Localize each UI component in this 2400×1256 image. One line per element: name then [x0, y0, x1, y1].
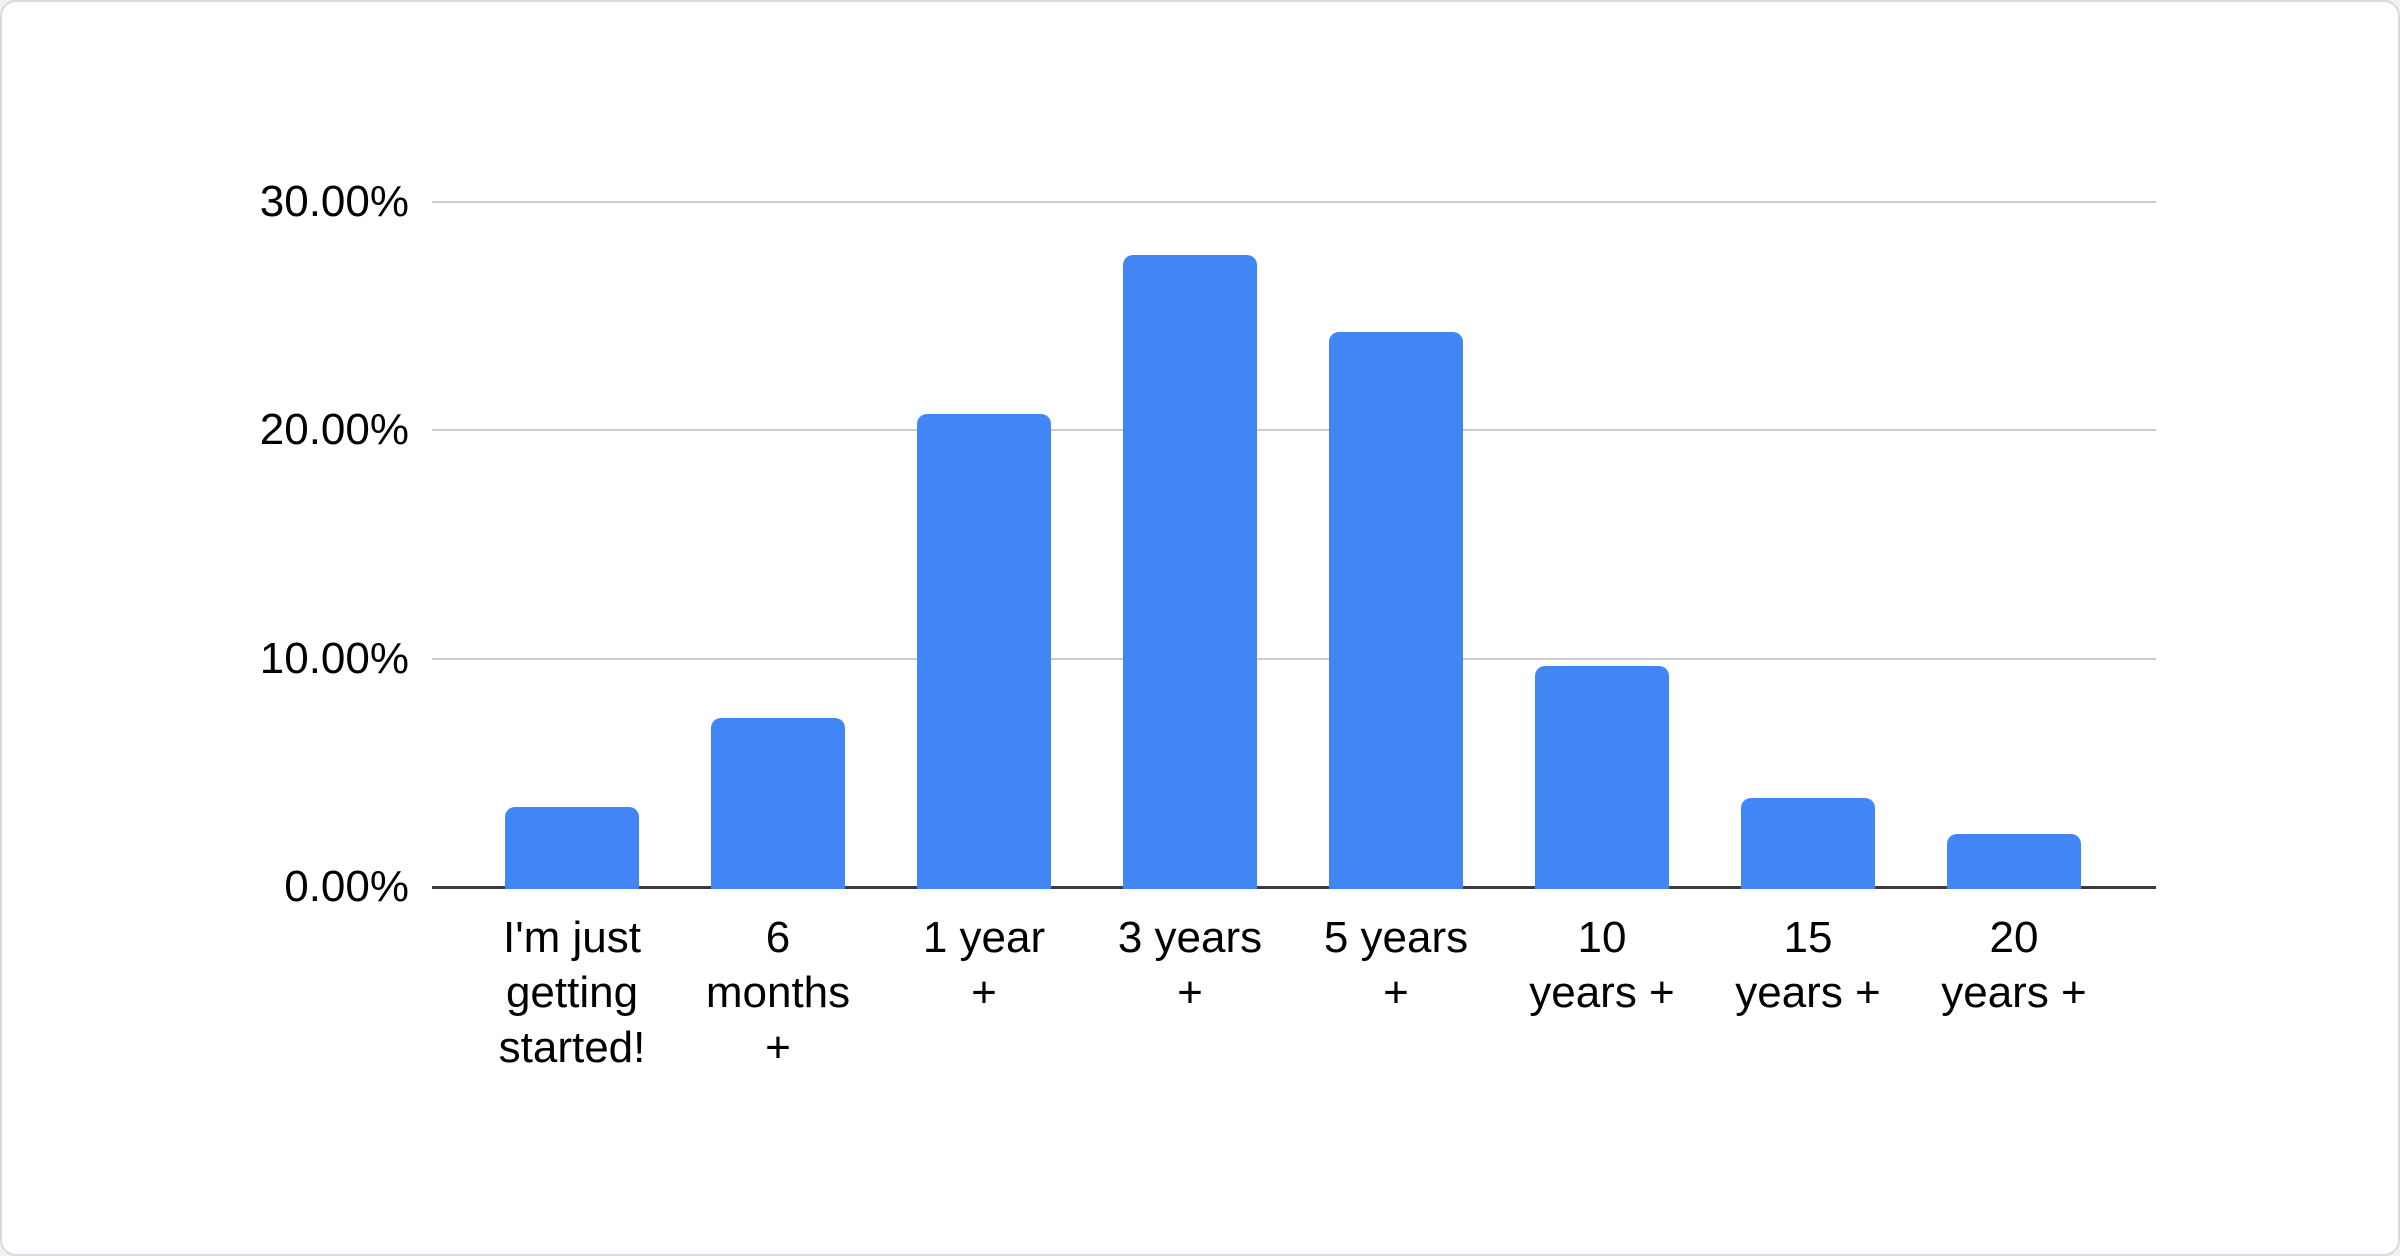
x-tick-label-line: started! — [498, 1023, 646, 1072]
bar-3 — [917, 414, 1051, 889]
bar-7 — [1741, 797, 1875, 889]
x-tick-label-line: getting — [505, 968, 639, 1017]
bar-2 — [711, 718, 845, 889]
gridline-20 — [432, 429, 2156, 432]
x-tick-label-line: + — [971, 968, 997, 1017]
x-tick-label-line: 15 — [1783, 913, 1833, 962]
x-tick-label-line: + — [1383, 968, 1409, 1017]
y-tick-label: 0.00% — [284, 862, 409, 911]
x-axis-line — [432, 886, 2156, 889]
x-tick-label-6: 10 years + — [1482, 910, 1722, 1020]
x-tick-label-5: 5 years + — [1276, 910, 1516, 1020]
x-tick-label-line: years + — [1529, 968, 1675, 1017]
y-tick-label: 10.00% — [259, 633, 409, 683]
bar-6 — [1535, 665, 1669, 889]
y-tick-label: 30.00% — [259, 177, 409, 226]
x-tick-label-line: + — [765, 1023, 791, 1072]
x-tick-label-1: I'm just getting started! — [452, 910, 692, 1075]
x-tick-label-3: 1 year + — [864, 910, 1104, 1020]
x-tick-label-line: 1 year — [922, 913, 1046, 962]
x-tick-label-line: I'm just — [503, 913, 641, 962]
x-tick-label-8: 20 years + — [1894, 910, 2134, 1020]
x-tick-label-line: 3 years — [1117, 913, 1263, 962]
gridline-30 — [432, 201, 2156, 203]
bar-5 — [1329, 332, 1463, 889]
bar-8 — [1947, 834, 2081, 889]
x-tick-label-line: years + — [1941, 968, 2087, 1017]
x-tick-label-line: 5 years — [1323, 913, 1469, 962]
x-tick-label-2: 6 months + — [658, 910, 898, 1075]
x-tick-label-line: 20 — [1989, 913, 2039, 962]
x-tick-label-line: + — [1177, 968, 1203, 1017]
x-tick-label-line: months — [705, 968, 851, 1017]
x-tick-label-4: 3 years + — [1070, 910, 1310, 1020]
y-tick-label: 20.00% — [259, 405, 409, 455]
x-tick-label-7: 15 years + — [1688, 910, 1928, 1020]
x-tick-label-line: 10 — [1577, 913, 1627, 962]
bar-4 — [1123, 254, 1257, 889]
x-tick-label-line: 6 — [765, 913, 791, 962]
x-tick-label-line: years + — [1735, 968, 1881, 1017]
gridline-10 — [432, 657, 2156, 660]
bar-1 — [505, 807, 639, 889]
